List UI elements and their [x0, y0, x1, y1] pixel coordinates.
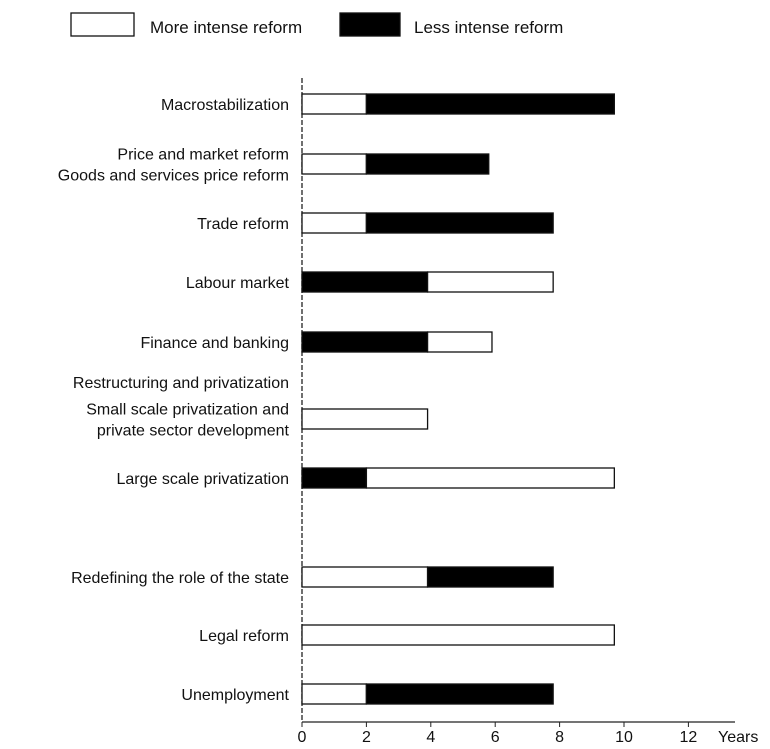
x-tick-label: 10: [615, 729, 633, 746]
row-label: Price and market reform: [117, 147, 289, 164]
row-price-and-market-reform-goods-and-services-price-reform: Price and market reform Goods and service…: [58, 147, 490, 185]
row-finance-and-banking: Finance and banking: [140, 331, 493, 353]
bar-segment-more-intense: [426, 331, 493, 353]
bar-rows: Macrostabilization Price and market refor…: [58, 93, 615, 705]
legend-swatch-less-intense: [339, 12, 401, 37]
row-legal-reform: Legal reform: [199, 624, 615, 646]
legend-label-more-intense: More intense reform: [150, 18, 302, 37]
row-trade-reform: Trade reform: [197, 212, 554, 234]
bar-segment-more-intense: [301, 93, 368, 115]
row-label: Goods and services price reform: [58, 168, 289, 185]
row-label: private sector development: [97, 423, 290, 440]
bar-segment-less-intense: [365, 212, 554, 234]
bar-segment-less-intense: [365, 93, 615, 115]
bar-segment-more-intense: [301, 212, 368, 234]
bar-segment-less-intense: [301, 467, 368, 489]
row-label: Legal reform: [199, 628, 289, 645]
bar-segment-less-intense: [365, 683, 554, 705]
bar-segment-more-intense: [301, 408, 429, 430]
row-label: Restructuring and privatization: [73, 375, 289, 392]
row-label: Unemployment: [181, 687, 289, 704]
row-small-scale-privatization-and-private-sector-development: Small scale privatization and private sec…: [86, 402, 429, 440]
bar-segment-less-intense: [365, 153, 490, 175]
row-labour-market: Labour market: [186, 271, 554, 293]
x-tick-label: 8: [555, 729, 564, 746]
bar-segment-more-intense: [426, 271, 554, 293]
row-redefining-the-role-of-the-state: Redefining the role of the state: [71, 566, 554, 588]
row-label: Labour market: [186, 275, 290, 292]
x-tick-label: 4: [426, 729, 435, 746]
bar-segment-more-intense: [301, 566, 429, 588]
x-tick-label: 12: [680, 729, 698, 746]
x-tick-label: 6: [491, 729, 500, 746]
x-tick-label: 0: [298, 729, 307, 746]
axes: [301, 78, 735, 723]
x-axis-ticks: 0 2 4 6 8 10 12: [298, 722, 698, 746]
row-label: Redefining the role of the state: [71, 570, 289, 587]
bar-segment-more-intense: [365, 467, 615, 489]
row-label: Macrostabilization: [161, 97, 289, 114]
row-restructuring-and-privatization: Restructuring and privatization: [73, 375, 289, 392]
row-label: Small scale privatization and: [86, 402, 289, 419]
x-tick-label: 2: [362, 729, 371, 746]
row-large-scale-privatization: Large scale privatization: [116, 467, 615, 489]
bar-segment-less-intense: [301, 271, 429, 293]
legend: More intense reform Less intense reform: [70, 12, 563, 37]
row-macrostabilization: Macrostabilization: [161, 93, 615, 115]
legend-swatch-more-intense: [70, 12, 135, 37]
bar-segment-less-intense: [426, 566, 554, 588]
bar-segment-more-intense: [301, 153, 368, 175]
bar-segment-more-intense: [301, 683, 368, 705]
bar-segment-less-intense: [301, 331, 429, 353]
legend-label-less-intense: Less intense reform: [414, 18, 563, 37]
row-label: Large scale privatization: [116, 471, 289, 488]
row-label: Trade reform: [197, 216, 289, 233]
bar-segment-more-intense: [301, 624, 615, 646]
row-label: Finance and banking: [140, 335, 289, 352]
row-unemployment: Unemployment: [181, 683, 554, 705]
x-axis-label: Years: [718, 729, 758, 746]
